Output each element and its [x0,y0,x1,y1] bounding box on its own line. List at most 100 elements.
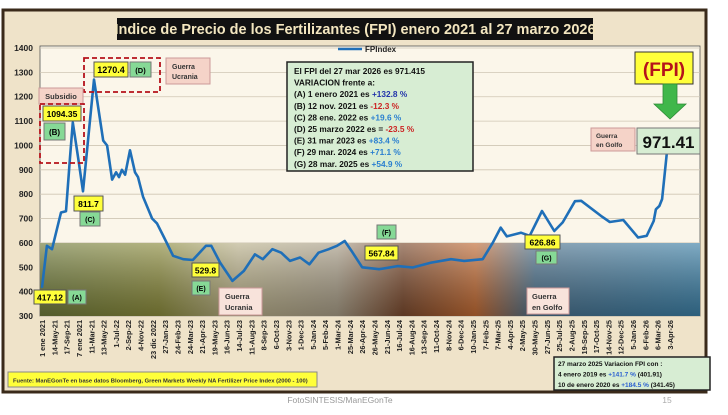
data-point [261,258,264,261]
x-tick-label: 6-Feb-26 [641,320,650,350]
x-tick-label: 14-Nov-25 [604,320,613,355]
x-tick-label: 4-Apr-25 [506,320,515,350]
data-point [118,176,120,178]
data-point [51,248,53,251]
x-tick-label: 2-Sep-22 [124,320,133,350]
series-points [41,78,668,289]
value-label-e: 529.8 [195,266,217,276]
tag-c: (C) [85,217,95,224]
value-label-a-box [33,289,67,305]
data-point [608,221,611,223]
x-tick-label: 5-Jan-26 [629,320,638,350]
x-tick-label: 11-Oct-24 [432,319,441,353]
data-point [71,121,74,124]
x-tick-label: 11-Aug-23 [247,320,256,355]
data-point [499,226,502,229]
tag-c-box [79,211,101,227]
variation-box [553,356,711,391]
x-tick-label: 27-Jan-23 [161,320,170,354]
x-axis: 1 ene 2021 14-May-21 17-Sep-21 7 ene 2021 11… [38,319,675,359]
x-tick-label: 19-Sep-25 [580,320,589,354]
x-tick-label: 19-May-23 [210,320,219,355]
x-tick-label: 10-Jan-25 [469,320,478,354]
data-point [658,205,661,207]
data-point [317,251,320,254]
data-point [219,261,221,264]
x-tick-label: 1 ene 2021 [38,320,47,357]
x-tick-label: 17-Oct-25 [592,320,601,353]
data-point [308,263,311,266]
data-point [378,268,381,271]
info-box [286,61,474,172]
x-tick-label: 24-Feb-23 [173,320,182,354]
data-point [137,176,139,178]
text-line: (G) 28 mar. 2025 es [294,159,372,169]
annotation-c: 811.7 (C) [73,195,104,227]
tag-f: (F) [382,230,391,237]
data-point [541,210,543,212]
data-point [361,266,363,269]
x-tick-label: 6-Mar-26 [654,320,663,350]
source-text: Fuente: ManEGonTe en base datos Bloomber… [13,379,308,385]
text-line: 10 de enero 2020 es [558,382,621,389]
x-tick-label: 26-Apr-24 [358,319,367,354]
data-point [69,156,71,159]
data-point [655,208,657,211]
text-value: +141.7 % [608,372,636,379]
text-line: (A) 1 enero 2021 es [294,89,372,99]
data-point [142,195,144,198]
y-tick-label: 400 [19,287,33,297]
data-point [192,259,194,261]
value-label-g: 626.86 [530,238,556,248]
x-tick-label: 13-May-22 [100,320,109,355]
text-line: 4 enero 2019 es [558,372,608,379]
y-tick-label: 1100 [15,116,34,126]
x-tick-label: 2-Aug-25 [567,320,576,351]
note-d-line1: Guerra [172,64,195,71]
text-value: -12.3 % [370,101,399,111]
value-label-d: 1270.4 [97,65,125,75]
text-value: (341.45) [649,382,675,389]
y-tick-label: 1000 [14,140,33,150]
data-point [115,171,117,174]
x-tick-label: 2-May-25 [518,320,527,351]
x-tick-label: 7-Feb-25 [481,320,490,350]
tag-g-box [535,250,558,265]
data-point [430,261,433,264]
note-current-line1: Guerra [596,133,618,140]
text-line: (E) 31 mar 2023 es [294,136,369,146]
x-tick-label: 7 ene 2021 [75,320,84,357]
value-label-b: 1094.35 [47,109,78,119]
footer-credit: FotoSINTESIS/ManEGonTe [287,395,393,405]
text-value: (401.91) [636,372,662,379]
text-value: +54.9 % [372,159,403,169]
x-tick-label: 25-Jul-25 [555,320,564,352]
x-tick-label: 8-Nov-24 [444,319,453,351]
x-tick-label: 8-Sep-23 [260,320,269,350]
data-point [77,156,79,159]
x-tick-label: 21-Apr-23 [198,320,207,354]
text-line: 27 marzo 2025 Variacion FPI con : [558,361,662,368]
text-line: VARIACION frente a: [294,78,375,88]
annotation-b: Subsidio 1094.35 (B) [38,87,85,164]
x-tick-label: 16-Jul-24 [395,319,404,352]
x-tick-label: 17-Sep-21 [63,320,72,354]
fpi-badge-box [634,51,694,85]
data-point [637,236,639,239]
source-box [7,371,318,388]
annotation-f: (F) 567.84 [364,224,399,261]
note-e-line1: Guerra [225,292,250,301]
text-line: (D) 25 marzo 2022 es = [294,124,386,134]
data-point [289,260,291,262]
x-tick-label: 11-Mar-21 [87,320,96,354]
data-point [106,144,108,147]
note-d-line2: Ucrania [172,74,198,81]
annotation-current: (FPI) Guerra en Golfo 971.41 [590,51,701,155]
data-point [661,198,663,200]
data-point [280,251,283,254]
current-value: 971.41 [643,133,695,152]
tag-e-box [191,280,211,296]
text-value: -23.5 % [386,124,415,134]
data-point [561,221,564,224]
info-box-text: El FPI del 27 mar 2026 es 971.415 VARIACI… [294,66,425,169]
